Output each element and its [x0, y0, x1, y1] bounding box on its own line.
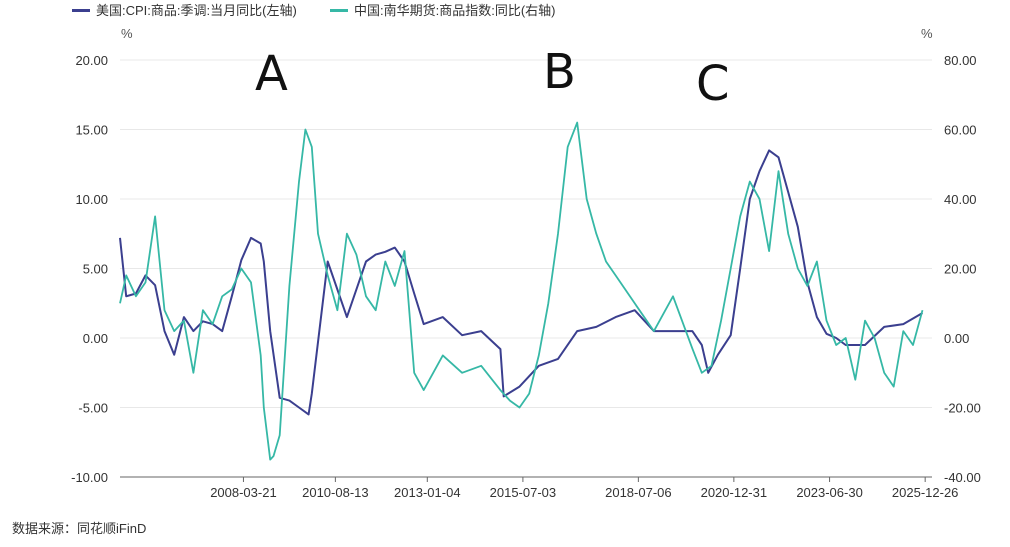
right-tick-label: 20.00 — [944, 262, 977, 277]
legend-swatch-cpi — [72, 9, 90, 12]
left-tick-label: 5.00 — [83, 262, 108, 277]
right-tick-label: 80.00 — [944, 53, 977, 68]
x-tick-label: 2013-01-04 — [394, 485, 461, 500]
legend-label-nanhua: 中国:南华期货:商品指数:同比(右轴) — [354, 3, 556, 18]
left-tick-label: 15.00 — [75, 123, 108, 138]
series-line-cpi — [119, 149, 924, 416]
left-axis: 20.00 15.00 10.00 5.00 0.00 -5.00 -10.00 — [71, 53, 108, 485]
legend-label-cpi: 美国:CPI:商品:季调:当月同比(左轴) — [96, 3, 297, 18]
x-tick-label: 2015-07-03 — [490, 485, 557, 500]
left-tick-label: -5.00 — [78, 401, 108, 416]
x-tick-label: 2025-12-26 — [892, 485, 959, 500]
right-tick-label: 40.00 — [944, 192, 977, 207]
legend-swatch-nanhua — [330, 9, 348, 12]
right-tick-label: 60.00 — [944, 123, 977, 138]
right-tick-label: 0.00 — [944, 331, 969, 346]
series-layer — [119, 121, 924, 461]
x-tick-label: 2018-07-06 — [605, 485, 672, 500]
left-tick-label: 10.00 — [75, 192, 108, 207]
x-tick-label: 2020-12-31 — [701, 485, 768, 500]
x-tick-label: 2008-03-21 — [210, 485, 277, 500]
series-line-nanhua — [119, 121, 924, 461]
grid-lines — [120, 59, 932, 408]
x-axis: 2008-03-21 2010-08-13 2013-01-04 2015-07-03… — [210, 477, 958, 500]
left-tick-label: 0.00 — [83, 331, 108, 346]
left-tick-label: -10.00 — [71, 470, 108, 485]
annotation-c: C — [696, 56, 730, 112]
right-axis: 80.00 60.00 40.00 20.00 0.00 -20.00 -40.00 — [944, 53, 981, 485]
left-tick-label: 20.00 — [75, 53, 108, 68]
data-source: 数据来源：同花顺iFinD — [12, 521, 147, 536]
right-axis-unit: % — [921, 26, 933, 41]
right-tick-label: -20.00 — [944, 401, 981, 416]
x-tick-label: 2010-08-13 — [302, 485, 369, 500]
right-tick-label: -40.00 — [944, 470, 981, 485]
annotation-a: A — [255, 46, 288, 102]
annotation-b: B — [543, 44, 576, 100]
legend: 美国:CPI:商品:季调:当月同比(左轴) 中国:南华期货:商品指数:同比(右轴… — [72, 3, 556, 18]
x-tick-label: 2023-06-30 — [796, 485, 863, 500]
left-axis-unit: % — [121, 26, 133, 41]
